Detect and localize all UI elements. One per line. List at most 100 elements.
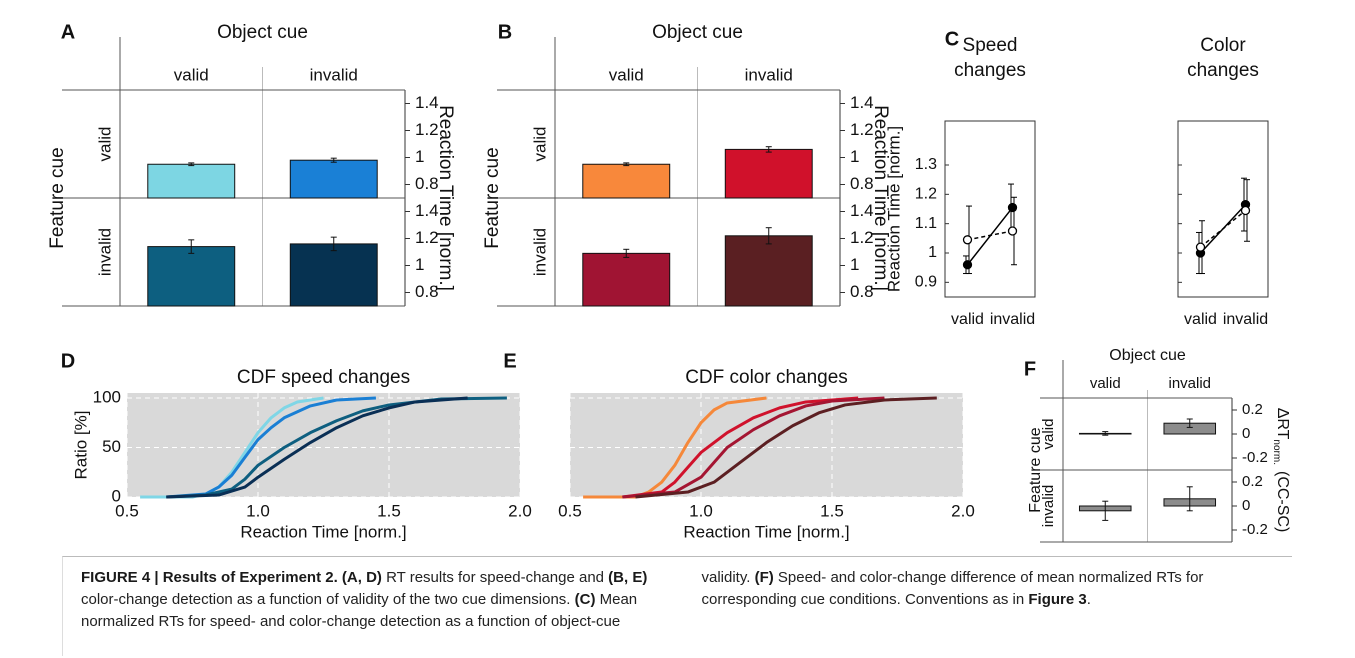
column-label: valid (1090, 375, 1121, 392)
y-tick-label: 1.1 (915, 215, 937, 232)
y-tick-label: 1 (415, 147, 424, 166)
y-axis-label-main: Reaction Time [norm.] (870, 105, 891, 291)
x-tick-label: invalid (990, 311, 1035, 328)
caption-text: FIGURE 4 | Results of Experiment 2. (A, … (81, 569, 382, 586)
error-bar (330, 157, 337, 163)
row-label: valid (530, 127, 549, 162)
y-tick-label: 1.4 (850, 201, 874, 220)
y-tick-label: 1.2 (415, 120, 439, 139)
bar (289, 243, 378, 307)
y-tick-label: 1.3 (915, 156, 937, 173)
panel-title: Color changes (1187, 35, 1259, 81)
caption-text: (F) (754, 569, 774, 586)
caption-text: Mean normalized RTs for speed- and color… (81, 569, 755, 630)
x-tick-label: 1.0 (689, 501, 713, 520)
row-label: valid (1040, 419, 1057, 450)
y-tick-label: 1 (415, 255, 424, 274)
y-axis-label: Reaction Time [norm.] (884, 126, 903, 292)
row-label: invalid (1040, 485, 1057, 528)
error-bar (623, 162, 630, 167)
panel-label: A (61, 21, 75, 43)
y-axis-label-suffix: (CC-SC) (1274, 471, 1291, 532)
y-tick-label: 1 (850, 147, 859, 166)
y-tick-label: 1.2 (850, 120, 874, 139)
plot-box (1177, 120, 1269, 298)
cdf-line (166, 396, 468, 499)
panel-label: B (498, 21, 512, 43)
column-label: invalid (310, 65, 358, 84)
panel-label: E (503, 350, 516, 372)
error-bar (765, 146, 772, 153)
x-tick-label: invalid (1223, 311, 1268, 328)
line (967, 230, 1013, 241)
caption: FIGURE 4 | Results of Experiment 2. (A, … (62, 556, 1292, 656)
panel-label: C (945, 28, 959, 50)
y-tick-label: 0.8 (850, 282, 874, 301)
caption-text: RT results for speed-change and (381, 569, 609, 586)
x-axis-label: Reaction Time [norm.] (240, 522, 406, 541)
y-tick-label: 50 (102, 437, 121, 456)
y-axis-label-main: ΔRT (1274, 408, 1291, 440)
x-axis-label: Reaction Time [norm.] (683, 522, 849, 541)
y-axis-label-sub: norm. (1271, 439, 1282, 465)
grid-title: Object cue (1109, 347, 1186, 364)
column-label: invalid (1168, 375, 1211, 392)
bar (147, 246, 236, 307)
row-label: invalid (530, 228, 549, 276)
error-bar (1186, 486, 1193, 512)
point (962, 235, 973, 245)
caption-text: color-change detection as a function of … (81, 591, 575, 608)
cdf-line (622, 396, 885, 499)
point (1195, 242, 1206, 252)
y-tick-label: 0.2 (1242, 401, 1263, 418)
row-title: Feature cue (482, 147, 503, 248)
y-tick-label: 0.8 (415, 174, 439, 193)
x-tick-label: 1.5 (820, 501, 844, 520)
line (1200, 209, 1246, 248)
chart-title: CDF speed changes (237, 367, 410, 388)
y-axis-label: ΔRTnorm. (CC-SC) (1271, 408, 1290, 533)
y-tick-label: 1.4 (850, 93, 874, 112)
y-tick-label: 100 (93, 387, 121, 406)
column-label: invalid (745, 65, 793, 84)
column-label: valid (609, 65, 644, 84)
plot-background (127, 393, 520, 497)
y-tick-label: 1.2 (915, 186, 937, 203)
y-axis-label-main: Reaction Time [norm.] (435, 105, 456, 291)
y-tick-label: -0.2 (1242, 521, 1268, 538)
point (962, 260, 973, 270)
y-tick-label: 1.2 (415, 228, 439, 247)
panel-title: Speed changes (954, 35, 1026, 81)
x-tick-label: 1.5 (377, 501, 401, 520)
y-tick-label: 1 (850, 255, 859, 274)
error-bar (188, 162, 195, 167)
y-axis-label: Reaction Time [norm.] (435, 105, 456, 291)
x-tick-label: valid (951, 311, 984, 328)
error-bar (765, 227, 772, 245)
y-axis-label: Ratio [%] (71, 411, 90, 480)
point (1240, 205, 1251, 216)
bar (582, 163, 671, 199)
column-label: valid (174, 65, 209, 84)
row-label: invalid (95, 228, 114, 276)
bar (289, 159, 378, 199)
y-tick-label: 1.4 (415, 93, 439, 112)
y-tick-label: -0.2 (1242, 449, 1268, 466)
y-tick-label: 1.2 (850, 228, 874, 247)
panel-label: F (1024, 358, 1036, 380)
cdf-line (622, 396, 859, 499)
panel-label: D (61, 350, 75, 372)
y-tick-label: 0.8 (850, 174, 874, 193)
x-tick-label: 0.5 (115, 501, 139, 520)
x-tick-label: 1.0 (246, 501, 270, 520)
y-tick-label: 0 (112, 486, 121, 505)
y-tick-label: 0.2 (1242, 473, 1263, 490)
x-tick-label: 2.0 (951, 501, 975, 520)
caption-text: Speed- and color-change difference of me… (701, 569, 1204, 608)
error-bar (1186, 418, 1193, 428)
row-title: Feature cue (1027, 427, 1044, 512)
x-tick-label: 2.0 (508, 501, 532, 520)
y-tick-label: 0 (1242, 497, 1250, 514)
